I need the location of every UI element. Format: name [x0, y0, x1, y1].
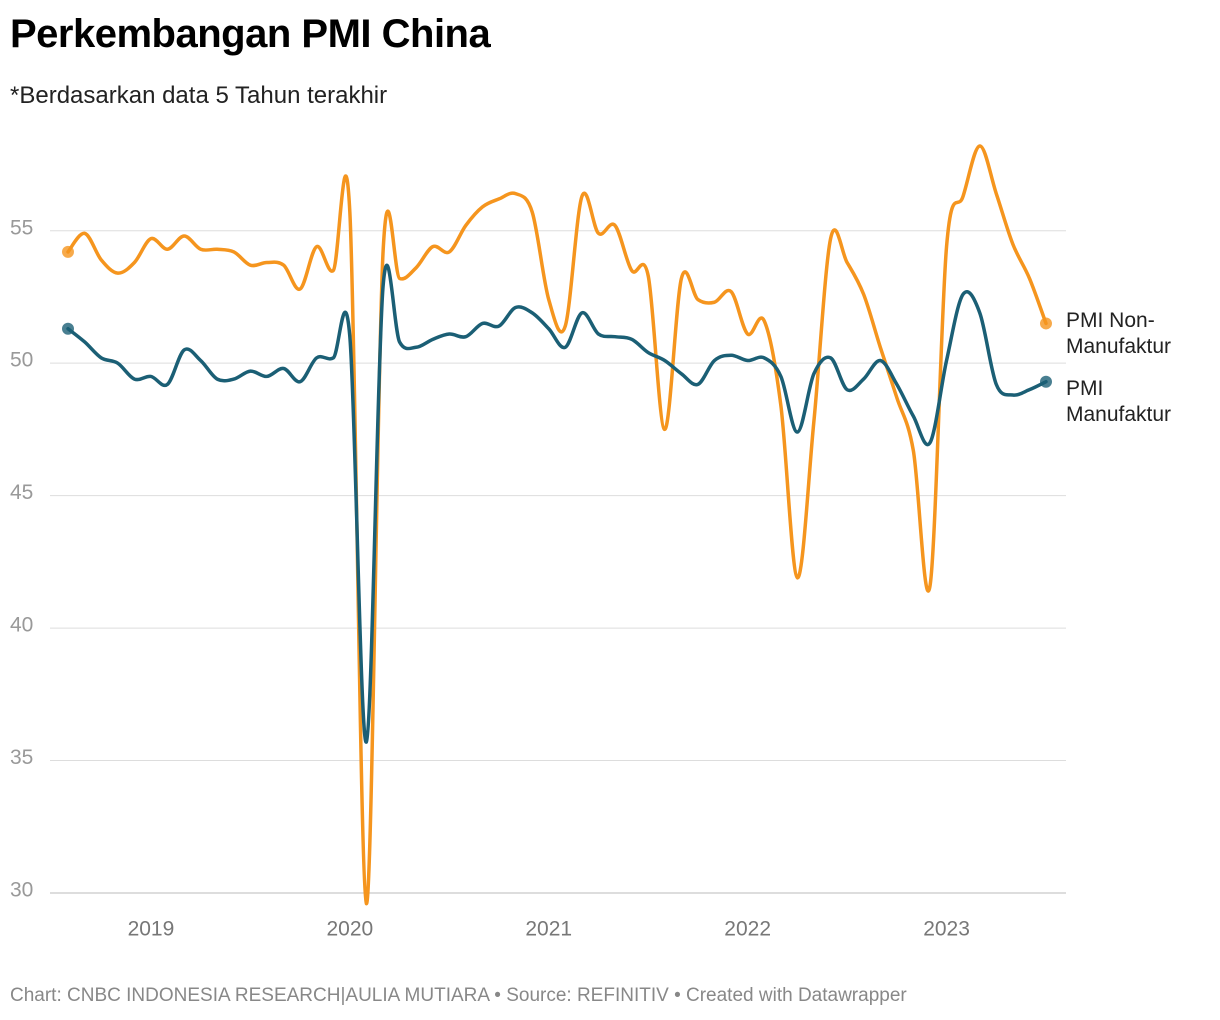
chart-source: Chart: CNBC INDONESIA RESEARCH|AULIA MUT…: [10, 985, 907, 1006]
chart-subtitle: *Berdasarkan data 5 Tahun terakhir: [10, 82, 388, 109]
y-tick-label: 45: [10, 481, 33, 504]
end-dot: [1040, 317, 1052, 330]
y-tick-label: 35: [10, 746, 33, 769]
start-dot: [62, 245, 74, 258]
series-line: [66, 263, 1048, 744]
y-tick-label: 40: [10, 614, 33, 637]
x-tick-label: 2022: [724, 918, 771, 941]
legend-label: PMI Manufaktur: [1066, 377, 1172, 426]
x-tick-label: 2019: [128, 918, 175, 941]
end-dot: [1040, 375, 1052, 388]
series-line: [66, 144, 1048, 906]
start-dot: [62, 322, 74, 335]
x-tick-label: 2021: [525, 918, 572, 941]
legend-label: PMI Non-Manufaktur: [1066, 309, 1172, 358]
y-tick-label: 55: [10, 216, 33, 239]
chart-title: Perkembangan PMI China: [10, 12, 491, 56]
y-tick-label: 50: [10, 349, 33, 372]
x-tick-label: 2020: [326, 918, 373, 941]
y-tick-label: 30: [10, 879, 33, 902]
x-tick-label: 2023: [923, 918, 970, 941]
